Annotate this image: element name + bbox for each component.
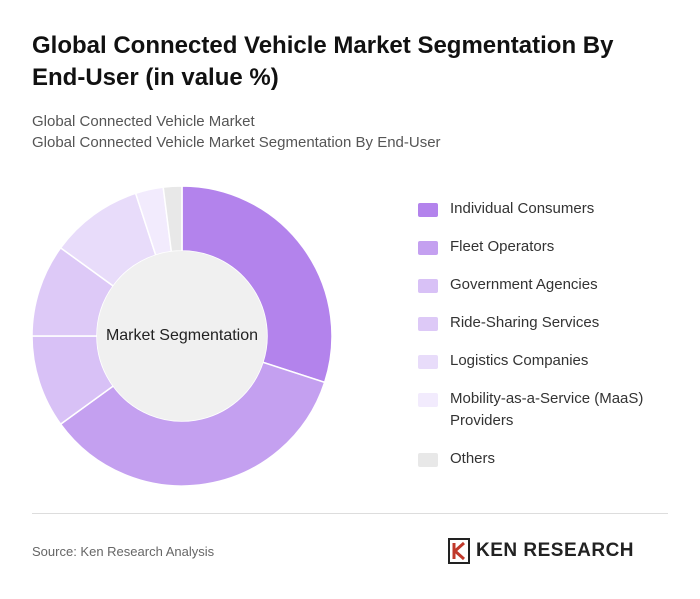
legend-swatch [418,203,438,217]
legend-label: Ride-Sharing Services [450,314,600,331]
legend-swatch [418,279,438,293]
chart: Market Segmentation [31,185,333,487]
legend-label: Mobility-as-a-Service (MaaS) Providers [450,390,644,429]
donut-hole [97,251,267,421]
logo-text: KEN RESEARCH [476,540,635,561]
legend-item: Fleet Operators [418,236,668,258]
legend-item: Government Agencies [418,274,668,296]
subtitle: Global Connected Vehicle Market [32,113,255,130]
legend-label: Government Agencies [450,276,598,293]
legend-swatch [418,393,438,407]
divider [32,513,668,514]
legend-swatch [418,355,438,369]
legend-label: Others [450,450,496,467]
legend-item: Mobility-as-a-Service (MaaS) Providers [418,388,668,432]
source: Source: Ken Research Analysis [32,544,215,559]
chart-title: Global Connected Vehicle Market Segmenta… [32,32,614,91]
legend-label: Fleet Operators [450,238,555,255]
legend-item: Logistics Companies [418,350,668,372]
center-label: Market Segmentation [106,327,258,344]
subtitle: Global Connected Vehicle Market Segmenta… [32,134,441,151]
legend-swatch [418,453,438,467]
legend: Individual Consumers Fleet Operators Gover… [418,198,668,470]
legend-swatch [418,317,438,331]
legend-item: Ride-Sharing Services [418,312,668,334]
logo: KEN RESEARCH [448,538,634,564]
logo-icon [448,538,470,564]
legend-swatch [418,241,438,255]
legend-label: Logistics Companies [450,352,589,369]
legend-item: Others [418,448,668,470]
legend-item: Individual Consumers [418,198,668,220]
legend-label: Individual Consumers [450,200,595,217]
